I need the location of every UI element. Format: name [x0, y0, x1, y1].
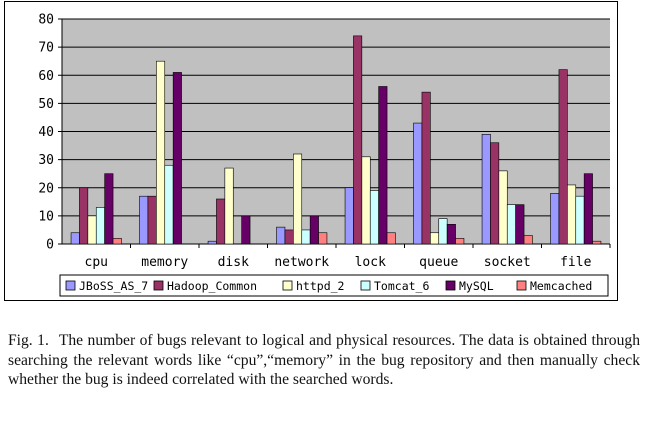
bar — [224, 167, 234, 245]
figure-caption: Fig. 1. The number of bugs relevant to lo… — [8, 331, 640, 390]
x-tick-label: queue — [419, 255, 458, 270]
bar — [575, 195, 585, 245]
bar — [70, 232, 80, 245]
bar — [361, 156, 371, 245]
bar — [455, 238, 465, 245]
bar — [164, 164, 174, 245]
y-tick-label: 60 — [38, 69, 54, 84]
x-tick-label: file — [560, 255, 591, 270]
caption-label: Fig. 1. — [8, 332, 49, 349]
bar — [567, 184, 577, 245]
bar — [104, 173, 114, 245]
bar — [490, 142, 500, 245]
legend-swatch — [282, 280, 293, 291]
legend-swatch — [153, 280, 164, 291]
y-tick-label: 80 — [38, 13, 54, 28]
y-tick-label: 70 — [38, 41, 54, 56]
y-tick-label: 0 — [46, 238, 54, 253]
bar — [112, 238, 122, 245]
bar — [369, 190, 379, 245]
bar — [87, 215, 97, 245]
bar — [284, 229, 294, 245]
bar — [498, 170, 508, 245]
legend-label: MySQL — [459, 279, 494, 293]
caption-text: The number of bugs relevant to logical a… — [8, 332, 640, 389]
bar — [318, 232, 328, 245]
x-tick-label: cpu — [85, 255, 108, 270]
bar — [172, 72, 182, 245]
legend-label: httpd_2 — [296, 279, 344, 293]
y-tick-label: 10 — [38, 209, 54, 224]
y-tick-label: 50 — [38, 97, 54, 112]
x-tick-label: disk — [218, 255, 249, 270]
x-tick-label: lock — [355, 255, 386, 270]
legend-label: Tomcat_6 — [374, 279, 429, 293]
bar — [438, 218, 448, 245]
bar — [309, 215, 319, 245]
bar — [276, 226, 286, 245]
y-tick-label: 20 — [38, 181, 54, 196]
bar — [386, 232, 396, 245]
bar — [301, 229, 311, 245]
bar — [139, 195, 149, 245]
bar — [446, 224, 456, 245]
y-tick-label: 40 — [38, 125, 54, 140]
bar — [79, 187, 89, 245]
bar — [241, 215, 251, 245]
legend-label: JBoSS_AS_7 — [79, 279, 148, 293]
y-tick-label: 30 — [38, 153, 54, 168]
bar — [515, 204, 525, 245]
legend-swatch — [65, 280, 76, 291]
bar-chart: 0 10 20 30 40 50 60 70 80 cpu memory disk network loc… — [38, 13, 611, 297]
bar — [293, 153, 303, 245]
bar — [147, 195, 157, 245]
bar — [558, 69, 568, 245]
legend-box — [59, 274, 609, 297]
bar — [506, 204, 516, 245]
bar — [207, 240, 217, 245]
bar — [156, 60, 166, 245]
bar — [481, 134, 491, 245]
bar — [344, 187, 354, 245]
x-tick-label: socket — [484, 255, 531, 270]
bar — [353, 35, 363, 245]
bar — [550, 193, 560, 245]
x-tick-label: network — [274, 255, 329, 270]
legend-label: Hadoop_Common — [167, 279, 257, 293]
bar — [430, 232, 440, 245]
bar — [523, 235, 533, 245]
legend-swatch — [360, 280, 371, 291]
legend-swatch — [445, 280, 456, 291]
legend-label: Memcached — [530, 279, 592, 293]
bar — [378, 86, 388, 245]
bar — [592, 240, 602, 245]
bar — [216, 198, 226, 245]
bar — [583, 173, 593, 245]
bar — [95, 207, 105, 245]
bar — [421, 91, 431, 245]
bar — [413, 122, 423, 245]
x-tick-label: memory — [141, 255, 188, 270]
legend-swatch — [516, 280, 527, 291]
